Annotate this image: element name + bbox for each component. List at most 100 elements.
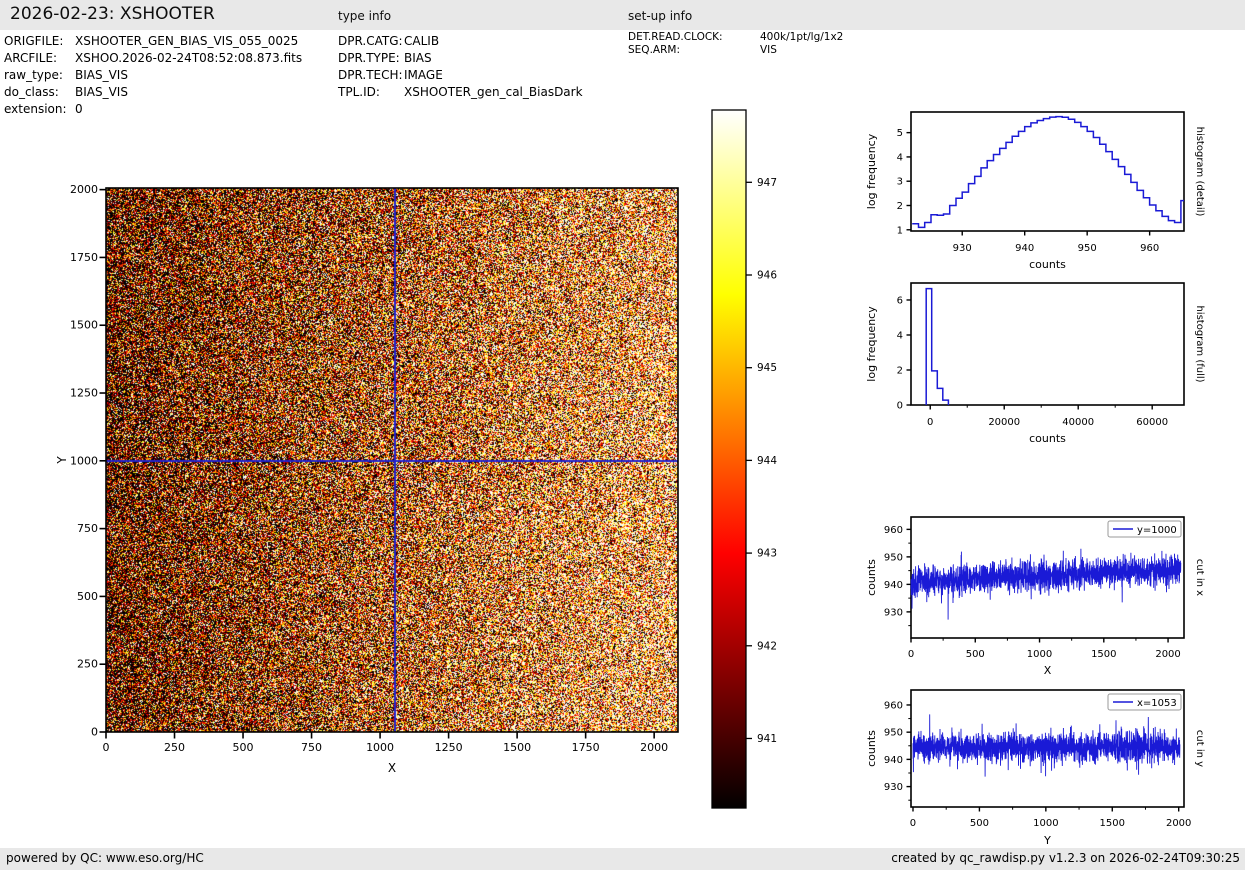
svg-text:1000: 1000 bbox=[70, 454, 98, 467]
field-value: 400k/1pt/lg/1x2 bbox=[760, 31, 844, 43]
field-label: TPL.ID: bbox=[338, 85, 380, 99]
header-bar bbox=[0, 0, 1245, 30]
svg-text:counts: counts bbox=[1029, 432, 1066, 445]
field-value: BIAS_VIS bbox=[75, 68, 128, 82]
bias-image bbox=[106, 188, 678, 732]
svg-text:500: 500 bbox=[966, 649, 985, 660]
type-info-block: DPR.CATG: CALIB DPR.TYPE: BIAS DPR.TECH: IMAG… bbox=[338, 33, 583, 101]
svg-text:500: 500 bbox=[77, 590, 98, 603]
svg-text:4: 4 bbox=[897, 152, 903, 163]
info-row: ORIGFILE: XSHOOTER_GEN_BIAS_VIS_055_0025 bbox=[4, 33, 302, 50]
svg-text:1500: 1500 bbox=[70, 319, 98, 332]
info-row: DPR.CATG: CALIB bbox=[338, 33, 583, 50]
svg-text:60000: 60000 bbox=[1136, 417, 1168, 428]
svg-text:Y: Y bbox=[55, 456, 69, 465]
svg-text:750: 750 bbox=[77, 522, 98, 535]
svg-text:x=1053: x=1053 bbox=[1137, 698, 1177, 709]
svg-text:950: 950 bbox=[1078, 243, 1097, 254]
svg-text:950: 950 bbox=[884, 552, 903, 563]
svg-text:2000: 2000 bbox=[1155, 649, 1180, 660]
svg-text:histogram (detail): histogram (detail) bbox=[1194, 127, 1205, 217]
cut_x-trace bbox=[910, 548, 1182, 620]
field-value: XSHOOTER_GEN_BIAS_VIS_055_0025 bbox=[75, 34, 299, 48]
field-label: raw_type: bbox=[4, 68, 63, 82]
info-row: SEQ.ARM: VIS bbox=[628, 44, 843, 57]
info-row: DET.READ.CLOCK: 400k/1pt/lg/1x2 bbox=[628, 31, 843, 44]
svg-text:960: 960 bbox=[884, 525, 903, 536]
svg-text:947: 947 bbox=[757, 177, 777, 189]
cut_y-legend bbox=[1107, 693, 1182, 711]
svg-text:943: 943 bbox=[757, 548, 777, 560]
field-label: DPR.CATG: bbox=[338, 34, 403, 48]
svg-text:1000: 1000 bbox=[1027, 649, 1052, 660]
svg-text:cut in y: cut in y bbox=[1194, 730, 1205, 767]
field-value: VIS bbox=[760, 44, 777, 56]
svg-text:X: X bbox=[1044, 664, 1052, 677]
svg-text:1: 1 bbox=[897, 225, 903, 236]
svg-text:4: 4 bbox=[897, 330, 903, 341]
svg-text:2000: 2000 bbox=[640, 741, 668, 754]
svg-text:930: 930 bbox=[884, 782, 903, 793]
svg-text:944: 944 bbox=[757, 455, 777, 467]
svg-text:0: 0 bbox=[103, 741, 110, 754]
hist-detail-curve bbox=[912, 115, 1184, 229]
cut_y-trace bbox=[912, 714, 1181, 777]
svg-text:2: 2 bbox=[897, 201, 903, 212]
svg-text:0: 0 bbox=[91, 726, 98, 739]
svg-text:log frequency: log frequency bbox=[865, 306, 878, 382]
cut_x-legend bbox=[1107, 520, 1182, 538]
svg-text:1250: 1250 bbox=[70, 387, 98, 400]
type-info-section-label: type info bbox=[338, 9, 392, 23]
field-value: XSHOO.2026-02-24T08:52:08.873.fits bbox=[75, 51, 303, 65]
svg-text:960: 960 bbox=[1140, 243, 1159, 254]
svg-text:930: 930 bbox=[884, 607, 903, 618]
svg-text:500: 500 bbox=[233, 741, 254, 754]
svg-text:20000: 20000 bbox=[988, 417, 1020, 428]
svg-text:1250: 1250 bbox=[435, 741, 463, 754]
footer-powered-by: powered by QC: www.eso.org/HC bbox=[6, 851, 204, 865]
info-row: do_class: BIAS_VIS bbox=[4, 84, 302, 101]
svg-text:counts: counts bbox=[1029, 258, 1066, 271]
svg-text:3: 3 bbox=[897, 177, 903, 188]
svg-text:940: 940 bbox=[884, 580, 903, 591]
svg-text:946: 946 bbox=[757, 269, 777, 281]
field-label: ORIGFILE: bbox=[4, 34, 64, 48]
file-info-block: ORIGFILE: XSHOOTER_GEN_BIAS_VIS_055_0025 A… bbox=[4, 33, 302, 118]
page-title: 2026-02-23: XSHOOTER bbox=[10, 4, 215, 24]
field-value: 0 bbox=[75, 102, 83, 116]
svg-text:cut in x: cut in x bbox=[1194, 559, 1205, 596]
colorbar: 941 942 943 944 945 946 947 bbox=[711, 109, 777, 809]
svg-text:945: 945 bbox=[757, 362, 777, 374]
field-label: ARCFILE: bbox=[4, 51, 58, 65]
svg-text:941: 941 bbox=[757, 733, 777, 745]
field-value: BIAS bbox=[404, 51, 432, 65]
field-value: XSHOOTER_gen_cal_BiasDark bbox=[404, 85, 583, 99]
side-plots: 930 940 950 960 1 2 3 4 5 counts log frequency hist… bbox=[865, 111, 1205, 847]
svg-text:counts: counts bbox=[865, 730, 878, 767]
field-label: DPR.TYPE: bbox=[338, 51, 400, 65]
info-row: DPR.TECH: IMAGE bbox=[338, 67, 583, 84]
field-label: extension: bbox=[4, 102, 67, 116]
svg-text:6: 6 bbox=[897, 295, 903, 306]
field-value: IMAGE bbox=[404, 68, 443, 82]
svg-text:750: 750 bbox=[301, 741, 322, 754]
svg-text:500: 500 bbox=[970, 818, 989, 829]
field-label: DPR.TECH: bbox=[338, 68, 403, 82]
field-label: DET.READ.CLOCK: bbox=[628, 31, 723, 43]
svg-text:y=1000: y=1000 bbox=[1137, 525, 1177, 536]
hist_full-plot: 0 20000 40000 60000 0 2 4 6 counts log frequency h… bbox=[865, 282, 1205, 445]
svg-text:950: 950 bbox=[884, 728, 903, 739]
info-row: DPR.TYPE: BIAS bbox=[338, 50, 583, 67]
svg-text:0: 0 bbox=[927, 417, 933, 428]
info-row: ARCFILE: XSHOO.2026-02-24T08:52:08.873.fi… bbox=[4, 50, 302, 67]
svg-text:2: 2 bbox=[897, 365, 903, 376]
hist_detail-plot: 930 940 950 960 1 2 3 4 5 counts log frequency hist… bbox=[865, 111, 1205, 271]
svg-text:1000: 1000 bbox=[1033, 818, 1058, 829]
svg-text:counts: counts bbox=[865, 559, 878, 596]
svg-text:250: 250 bbox=[77, 658, 98, 671]
svg-text:histogram (full): histogram (full) bbox=[1194, 305, 1205, 382]
svg-text:Y: Y bbox=[1043, 834, 1051, 847]
hist-full-curve bbox=[925, 287, 950, 405]
